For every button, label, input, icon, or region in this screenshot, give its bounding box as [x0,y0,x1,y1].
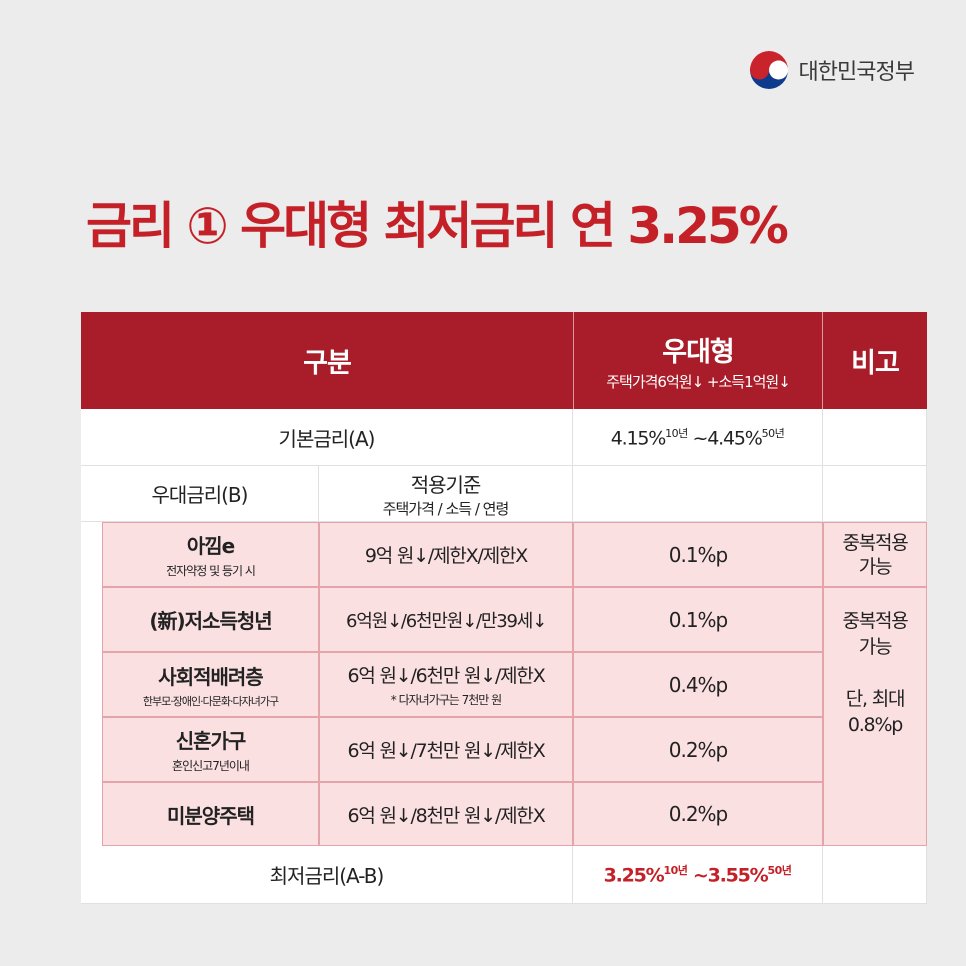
row-sub: 혼인신고7년이내 [172,759,250,773]
preferential-label-cell: 우대금리(B) [81,466,319,522]
row-criteria-cell: 6억 원↓/7천만 원↓/제한X [319,717,573,782]
row-criteria: 6억 원↓/6천만 원↓/제한X [347,665,545,687]
min-rate-from-term: 10년 [663,864,688,878]
note-first-cell: 중복적용 가능 [823,522,927,587]
row-name: 사회적배려층 [158,664,263,689]
row-name-cell: 사회적배려층 한부모·장애인·다문화·다자녀가구 [102,652,319,717]
header-divider [822,312,823,409]
row-rate-cell: 0.2%p [573,717,823,782]
base-rate-to-term: 50년 [761,426,785,440]
header-divider [573,312,574,409]
row-name-cell: 아낌e 전자약정 및 등기 시 [102,522,319,587]
row-name-cell: (新)저소득청년 [102,587,319,652]
row-criteria-cell: 6억 원↓/8천만 원↓/제한X [319,782,573,846]
base-rate-value: 4.15%10년 ~4.45%50년 [611,425,785,449]
base-rate-from: 4.15% [610,427,667,450]
base-rate-value-cell: 4.15%10년 ~4.45%50년 [573,409,823,466]
row-rate: 0.4%p [668,672,729,697]
row-criteria: 6억원↓/6천만원↓/만39세↓ [346,610,547,632]
row-criteria-note: * 다자녀가구는 7천만 원 [390,693,502,707]
page-title: 금리 ① 우대형 최저금리 연 3.25% [86,197,789,255]
row-sub: 한부모·장애인·다문화·다자녀가구 [142,694,279,708]
row-name: 아낌e [186,534,235,558]
header-category: 구분 [81,312,573,409]
min-rate-value-cell: 3.25%10년 ~3.55%50년 [573,846,823,904]
row-criteria: 6억 원↓/7천만 원↓/제한X [347,740,545,762]
row-name: (新)저소득청년 [149,609,272,633]
row-rate: 0.1%p [668,542,729,567]
criteria-header-cell: 적용기준 주택가격 / 소득 / 연령 [319,466,573,522]
gov-brand: 대한민국정부 [749,50,915,90]
base-rate-label-cell: 기본금리(A) [81,409,573,466]
header-note: 비고 [823,312,927,409]
preferential-rate-empty [573,466,823,522]
preferential-note-empty [823,466,927,522]
note-group-line1: 중복적용 [842,610,908,632]
row-name-cell: 미분양주택 [102,782,319,846]
rate-table: 구분 우대형 주택가격6억원↓ +소득1억원↓ 비고 기본금리(A) 4.15%… [81,312,927,904]
header-note-label: 비고 [851,348,900,379]
min-rate-label-cell: 최저금리(A-B) [81,846,573,904]
note-first-line1: 중복적용 [842,531,908,554]
row-rate-cell: 0.1%p [573,587,823,652]
row-criteria: 6억 원↓/8천만 원↓/제한X [347,804,545,827]
row-rate-cell: 0.1%p [573,522,823,587]
row-criteria: 9억 원↓/제한X/제한X [364,545,528,567]
min-rate-note-cell [823,846,927,904]
row-criteria-cell: 6억원↓/6천만원↓/만39세↓ [319,587,573,652]
note-group-line4: 0.8%p [847,714,904,736]
preferential-label: 우대금리(B) [151,483,249,507]
min-rate-to-term: 50년 [767,864,792,878]
min-rate-from: 3.25% [603,864,665,887]
row-rate-cell: 0.4%p [573,652,823,717]
min-rate-value: 3.25%10년 ~3.55%50년 [604,862,792,886]
header-category-label: 구분 [303,348,352,379]
row-rate: 0.2%p [668,737,729,762]
header-type-label: 우대형 [662,336,735,368]
base-rate-note-cell [823,409,927,466]
note-group-line2: 가능 [858,636,893,658]
taegeuk-icon [749,51,788,89]
gov-name: 대한민국정부 [798,60,915,85]
header-type: 우대형 주택가격6억원↓ +소득1억원↓ [573,312,823,409]
note-first-line2: 가능 [858,555,893,578]
base-rate-label: 기본금리(A) [278,426,376,451]
row-rate: 0.2%p [668,802,729,826]
note-group-cell: 중복적용 가능 단, 최대 0.8%p [823,587,927,846]
indent-strip [81,522,102,846]
min-rate-label: 최저금리(A-B) [269,864,385,888]
row-rate-cell: 0.2%p [573,782,823,846]
row-name-cell: 신혼가구 혼인신고7년이내 [102,717,319,782]
row-sub: 전자약정 및 등기 시 [166,564,256,578]
header-type-sub: 주택가격6억원↓ +소득1억원↓ [606,372,791,391]
criteria-sub: 주택가격 / 소득 / 연령 [382,499,510,518]
min-rate-to: ~3.55% [692,864,769,887]
row-rate: 0.1%p [668,607,729,632]
row-criteria-cell: 9억 원↓/제한X/제한X [319,522,573,587]
base-rate-to: ~4.45% [692,427,763,450]
note-group-line3: 단, 최대 [845,688,906,710]
row-criteria-cell: 6억 원↓/6천만 원↓/제한X * 다자녀가구는 7천만 원 [319,652,573,717]
base-rate-from-term: 10년 [665,426,688,440]
criteria-title: 적용기준 [410,472,482,497]
row-name: 신혼가구 [175,729,247,753]
row-name: 미분양주택 [167,803,255,828]
